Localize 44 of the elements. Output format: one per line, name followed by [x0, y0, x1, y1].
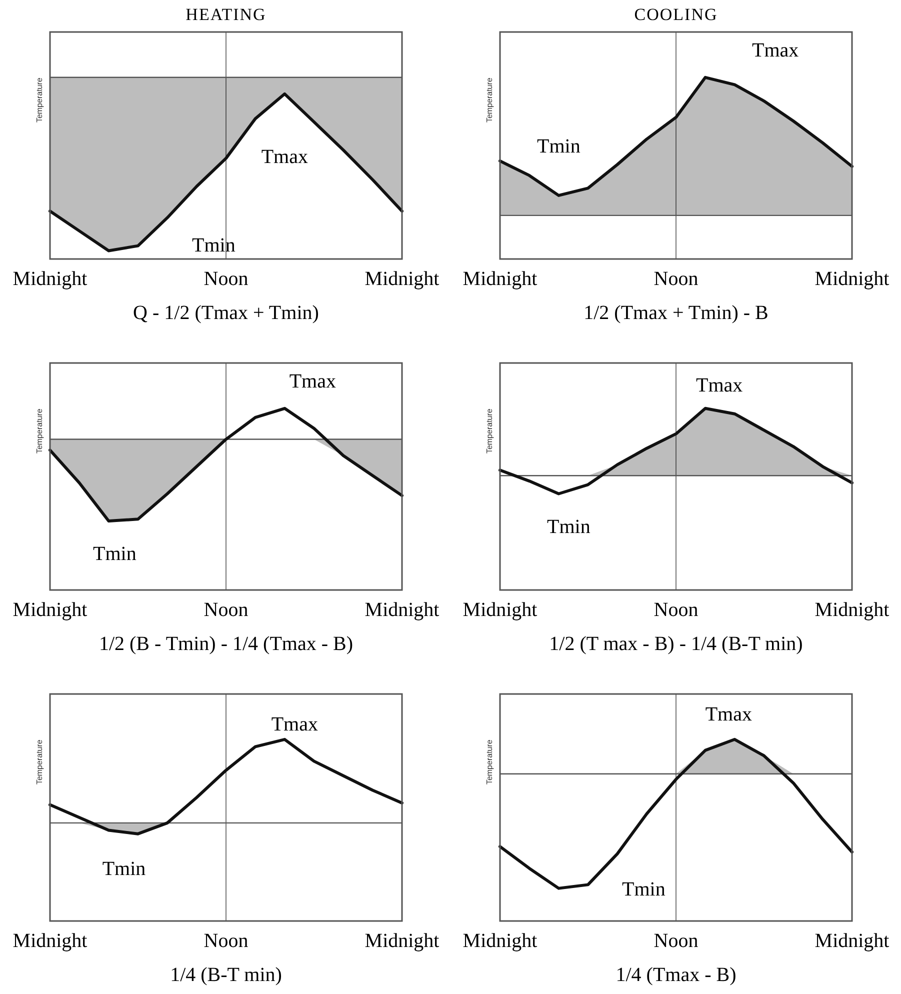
- text: 1/4 (B-T min): [170, 964, 282, 986]
- y-axis-title: Temperature: [35, 77, 44, 123]
- text: Tmax: [752, 39, 799, 62]
- x-tick-label: Midnight: [462, 930, 538, 952]
- chart-title: COOLING: [634, 5, 718, 24]
- y-axis-title: Temperature: [485, 739, 494, 785]
- text: Q - 1/2 (Tmax + Tmin): [133, 302, 319, 324]
- text: Tmax: [696, 374, 743, 396]
- x-tick-label: Noon: [204, 268, 248, 290]
- annotation: Tmin: [536, 135, 580, 158]
- x-tick-label: Midnight: [814, 930, 890, 952]
- annotation: Tmin: [192, 234, 236, 257]
- annotation: Tmin: [92, 542, 136, 565]
- text: Tmax: [271, 713, 318, 736]
- x-tick-label: Midnight: [814, 599, 890, 622]
- y-axis-title: Temperature: [485, 408, 494, 454]
- x-tick-label: Midnight: [12, 268, 88, 290]
- x-tick-label: Midnight: [462, 268, 538, 290]
- annotation: Tmin: [102, 858, 146, 880]
- text: 1/2 (B - Tmin) - 1/4 (Tmax - B): [98, 633, 354, 655]
- x-tick-label: Midnight: [364, 599, 440, 622]
- chart-title: HEATING: [186, 5, 266, 24]
- y-axis-title: Temperature: [35, 408, 44, 454]
- y-axis-title: Temperature: [485, 77, 494, 123]
- x-tick-label: Midnight: [364, 268, 440, 290]
- y-axis-title: Temperature: [35, 739, 44, 785]
- x-tick-label: Midnight: [12, 599, 88, 622]
- x-tick-label: Noon: [654, 930, 698, 952]
- text: Tmax: [289, 370, 336, 392]
- text: Tmax: [705, 703, 752, 726]
- x-tick-label: Noon: [204, 599, 248, 622]
- x-tick-label: Midnight: [12, 930, 88, 952]
- x-tick-label: Noon: [654, 268, 698, 290]
- x-tick-label: Midnight: [364, 930, 440, 952]
- text: 1/4 (Tmax - B): [616, 964, 736, 986]
- text: 1/2 (T max - B) - 1/4 (B-T min): [549, 633, 803, 655]
- x-tick-label: Noon: [654, 599, 698, 622]
- annotation: Tmin: [622, 878, 666, 900]
- x-tick-label: Noon: [204, 930, 248, 952]
- x-tick-label: Midnight: [814, 268, 890, 290]
- annotation: Tmax: [261, 146, 308, 168]
- annotation: Tmin: [546, 516, 590, 538]
- text: 1/2 (Tmax + Tmin) - B: [584, 302, 768, 324]
- x-tick-label: Midnight: [462, 599, 538, 622]
